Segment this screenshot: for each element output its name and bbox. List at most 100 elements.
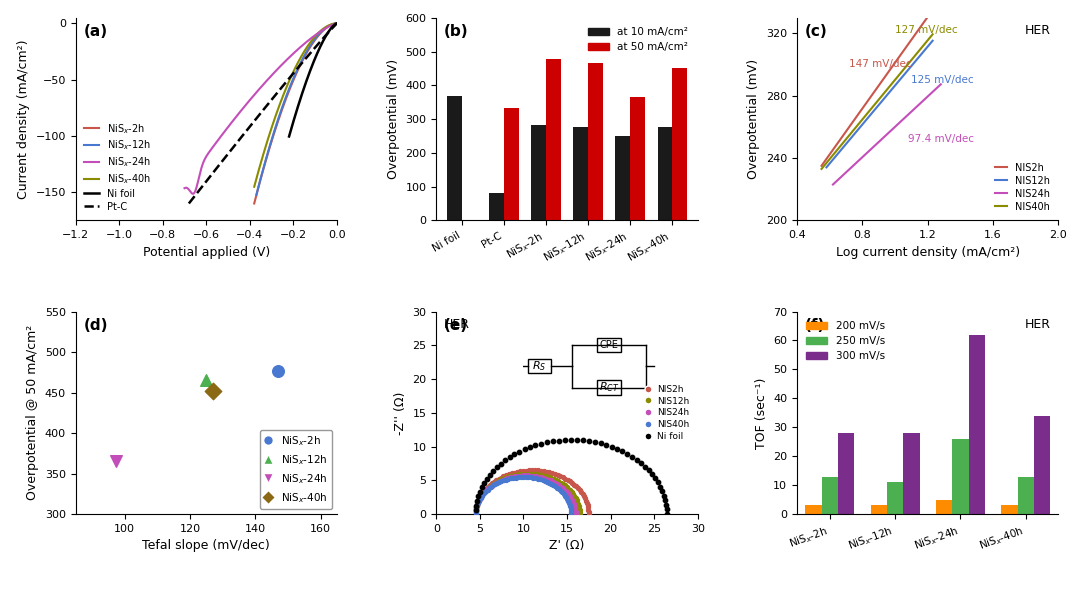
Point	[522, 473, 539, 482]
Point	[531, 475, 549, 484]
Point	[487, 478, 504, 488]
Text: HER: HER	[1025, 24, 1051, 37]
Point	[484, 479, 501, 489]
Point	[473, 491, 490, 500]
Point	[469, 500, 486, 509]
Point	[470, 492, 487, 501]
Point	[474, 489, 491, 499]
Text: (d): (d)	[83, 317, 108, 333]
Point	[467, 508, 484, 517]
Point	[519, 470, 537, 480]
Text: (b): (b)	[444, 24, 469, 39]
Point	[629, 455, 646, 465]
Bar	[503, 108, 518, 220]
Point	[569, 483, 586, 493]
Point	[549, 483, 566, 492]
Point	[540, 472, 557, 482]
Point	[501, 453, 518, 462]
Point	[468, 502, 485, 511]
Point	[580, 507, 597, 517]
Point	[633, 459, 650, 468]
Point	[527, 469, 544, 479]
Bar	[822, 476, 838, 514]
Bar	[1001, 505, 1017, 514]
Point	[571, 507, 589, 517]
Point	[586, 437, 604, 447]
Point	[468, 502, 485, 512]
Point	[522, 443, 539, 452]
Point	[532, 439, 550, 449]
Point	[467, 508, 484, 517]
Bar	[1017, 476, 1034, 514]
Point	[513, 469, 530, 479]
Point	[474, 489, 491, 499]
Point	[474, 488, 491, 497]
Point	[467, 508, 484, 517]
Point	[472, 492, 489, 502]
Point	[577, 493, 594, 503]
Point	[497, 475, 514, 484]
Point	[558, 494, 576, 504]
Point	[495, 472, 512, 481]
Point	[543, 479, 561, 489]
Point	[522, 469, 539, 479]
Point	[467, 508, 484, 517]
Point	[508, 470, 525, 479]
Y-axis label: Overpotential (mV): Overpotential (mV)	[747, 59, 760, 179]
Point	[580, 436, 597, 446]
Point	[507, 473, 524, 482]
Point	[623, 452, 640, 462]
Point	[472, 492, 489, 501]
Point	[472, 491, 489, 501]
Point	[649, 478, 666, 487]
Point	[523, 466, 540, 475]
X-axis label: Potential applied (V): Potential applied (V)	[143, 246, 270, 259]
Point	[488, 463, 505, 472]
Point	[538, 437, 555, 447]
Point	[571, 503, 589, 512]
Point	[580, 502, 597, 512]
Point	[549, 479, 566, 489]
Point	[471, 495, 488, 504]
Point	[502, 471, 519, 480]
Point	[552, 478, 569, 488]
Point	[483, 482, 500, 492]
Point	[509, 471, 526, 480]
Point	[562, 477, 579, 486]
Point	[546, 469, 564, 479]
Point	[540, 475, 557, 484]
Point	[485, 466, 502, 476]
Point	[535, 473, 552, 483]
Bar	[903, 433, 919, 514]
Point	[476, 487, 494, 496]
Point	[500, 469, 517, 479]
Point	[492, 473, 510, 482]
Point	[468, 501, 485, 510]
Point	[563, 488, 580, 497]
Legend: 200 mV/s, 250 mV/s, 300 mV/s: 200 mV/s, 250 mV/s, 300 mV/s	[802, 317, 889, 365]
Point	[490, 476, 508, 485]
Y-axis label: -Z'' (Ω): -Z'' (Ω)	[394, 391, 407, 434]
Point	[541, 467, 558, 477]
Point	[659, 505, 676, 514]
Point	[527, 473, 544, 483]
Point	[477, 485, 495, 495]
Bar	[673, 68, 687, 220]
Point	[505, 470, 523, 480]
Point	[516, 444, 534, 454]
Point	[636, 462, 653, 472]
Point	[488, 479, 505, 488]
Point	[550, 476, 567, 486]
Bar	[531, 125, 545, 220]
Point	[510, 473, 527, 482]
Point	[569, 497, 586, 506]
Text: (a): (a)	[83, 24, 108, 39]
Point	[543, 473, 561, 483]
Point	[514, 472, 531, 482]
Point	[507, 472, 524, 481]
Point	[467, 505, 484, 515]
Point	[468, 504, 485, 513]
Bar	[631, 97, 645, 220]
Point	[501, 473, 518, 482]
Point	[498, 470, 515, 480]
